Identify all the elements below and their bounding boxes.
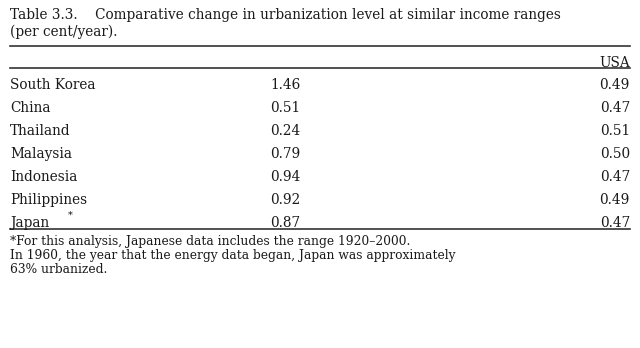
Text: Japan: Japan xyxy=(10,216,49,230)
Text: 0.50: 0.50 xyxy=(600,147,630,161)
Text: 0.49: 0.49 xyxy=(600,78,630,92)
Text: 1.46: 1.46 xyxy=(270,78,300,92)
Text: (per cent/year).: (per cent/year). xyxy=(10,25,118,39)
Text: 0.49: 0.49 xyxy=(600,193,630,207)
Text: 0.92: 0.92 xyxy=(270,193,300,207)
Text: 0.24: 0.24 xyxy=(270,124,300,138)
Text: 0.94: 0.94 xyxy=(270,170,300,184)
Text: Thailand: Thailand xyxy=(10,124,70,138)
Text: USA: USA xyxy=(599,56,630,70)
Text: 0.47: 0.47 xyxy=(600,216,630,230)
Text: 63% urbanized.: 63% urbanized. xyxy=(10,263,108,276)
Text: 0.87: 0.87 xyxy=(270,216,300,230)
Text: *: * xyxy=(68,211,73,220)
Text: Table 3.3.    Comparative change in urbanization level at similar income ranges: Table 3.3. Comparative change in urbaniz… xyxy=(10,8,561,22)
Text: In 1960, the year that the energy data began, Japan was approximately: In 1960, the year that the energy data b… xyxy=(10,249,456,262)
Text: 0.79: 0.79 xyxy=(270,147,300,161)
Text: China: China xyxy=(10,101,51,115)
Text: 0.47: 0.47 xyxy=(600,101,630,115)
Text: 0.51: 0.51 xyxy=(270,101,300,115)
Text: South Korea: South Korea xyxy=(10,78,95,92)
Text: Philippines: Philippines xyxy=(10,193,87,207)
Text: Indonesia: Indonesia xyxy=(10,170,77,184)
Text: 0.47: 0.47 xyxy=(600,170,630,184)
Text: *For this analysis, Japanese data includes the range 1920–2000.: *For this analysis, Japanese data includ… xyxy=(10,235,410,248)
Text: Malaysia: Malaysia xyxy=(10,147,72,161)
Text: 0.51: 0.51 xyxy=(600,124,630,138)
